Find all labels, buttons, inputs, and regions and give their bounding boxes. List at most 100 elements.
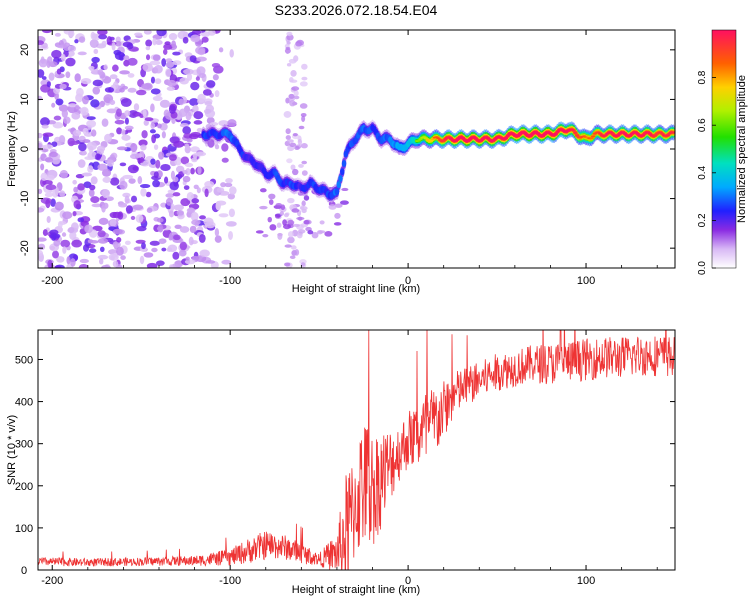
noise-blob	[104, 87, 115, 93]
ridge-segment	[448, 137, 454, 140]
snr-y-label: SNR (10 * v/v)	[6, 415, 18, 485]
noise-blob	[282, 219, 287, 226]
noise-blob	[168, 234, 173, 241]
noise-blob	[333, 222, 342, 226]
noise-blob	[70, 258, 76, 267]
noise-blob	[287, 236, 295, 244]
ridge-segment	[485, 137, 491, 140]
noise-blob	[214, 144, 220, 150]
noise-blob	[80, 78, 92, 85]
ridge-segment	[622, 132, 628, 135]
noise-blob	[38, 44, 43, 50]
noise-blob	[121, 134, 131, 141]
noise-blob	[139, 255, 145, 265]
noise-blob	[153, 144, 159, 150]
noise-blob	[190, 81, 200, 91]
spectrogram-x-label: Height of straight line (km)	[292, 283, 420, 295]
noise-blob	[112, 228, 123, 235]
noise-blob	[122, 202, 127, 207]
noise-blob	[124, 195, 130, 204]
noise-blob	[296, 216, 305, 221]
noise-blob	[284, 244, 292, 248]
noise-blob	[191, 157, 198, 163]
noise-blob	[146, 54, 151, 61]
noise-blob	[56, 256, 65, 263]
noise-blob	[53, 239, 61, 247]
noise-blob	[88, 65, 95, 70]
noise-blob	[90, 176, 98, 185]
noise-blob	[182, 126, 192, 135]
noise-blob	[299, 81, 308, 87]
noise-blob	[288, 93, 295, 99]
noise-blob	[38, 69, 45, 78]
ridge-segment	[653, 134, 658, 137]
ridge-segment	[541, 134, 546, 137]
noise-blob	[186, 207, 196, 214]
noise-blob	[144, 117, 154, 122]
noise-blob	[299, 206, 308, 211]
ridge-segment	[603, 134, 608, 137]
noise-blob	[299, 103, 308, 109]
noise-blob	[224, 182, 233, 188]
noise-blob	[169, 181, 179, 191]
colorbar-ticks: 0.0 0.2 0.4 0.6 0.8	[697, 70, 716, 275]
noise-blob	[218, 120, 229, 127]
noise-blob	[54, 201, 64, 211]
noise-blob	[46, 81, 51, 88]
colorbar: 0.0 0.2 0.4 0.6 0.8 Normalized spectral ampl…	[697, 29, 748, 275]
noise-blob	[79, 258, 89, 264]
noise-blob	[138, 139, 148, 147]
noise-blob	[185, 111, 192, 121]
noise-blob	[301, 76, 308, 81]
noise-blob	[121, 128, 126, 136]
colorbar-tick-label: 0.4	[697, 165, 708, 179]
noise-blob	[267, 216, 272, 223]
noise-blob	[227, 193, 236, 200]
noise-blob	[50, 198, 56, 207]
noise-blob	[89, 184, 96, 191]
noise-blob	[195, 46, 206, 55]
noise-blob	[93, 48, 99, 55]
noise-blob	[185, 256, 190, 261]
noise-blob	[97, 30, 108, 36]
ridge-segment	[468, 137, 473, 140]
noise-blob	[59, 190, 66, 198]
noise-blob	[69, 231, 77, 241]
noise-blob	[286, 34, 294, 41]
noise-blob	[164, 176, 169, 184]
noise-blob	[152, 95, 163, 102]
ridge-segment	[341, 160, 347, 168]
noise-blob	[134, 32, 143, 37]
noise-blob	[229, 186, 237, 195]
noise-blob	[38, 142, 43, 149]
noise-blob	[122, 192, 131, 198]
noise-blob	[61, 109, 68, 118]
ridge-segment	[336, 181, 341, 189]
x-tick-label: 0	[405, 575, 411, 587]
noise-blob	[123, 55, 130, 61]
noise-blob	[301, 170, 308, 176]
noise-blob	[172, 60, 182, 66]
spectrogram-y-label: Frequency (Hz)	[6, 111, 18, 187]
ridge-segment	[665, 134, 671, 137]
noise-blob	[71, 112, 81, 120]
colorbar-tick-label: 0.0	[697, 261, 708, 275]
ridge-segment	[610, 132, 615, 135]
noise-blob	[53, 115, 62, 121]
noise-blob	[129, 153, 140, 160]
noise-blob	[77, 51, 87, 56]
noise-blob	[86, 119, 97, 128]
noise-blob	[161, 247, 167, 252]
noise-blob	[52, 250, 59, 259]
noise-blob	[285, 46, 291, 50]
noise-blob	[127, 87, 137, 93]
noise-blob	[101, 40, 107, 47]
noise-blob	[296, 232, 303, 239]
noise-blob	[53, 87, 60, 95]
noise-blob	[145, 46, 151, 51]
snr-panel: -200 -100 0 100 0 100 200 300 400 500 Height of …	[6, 329, 676, 596]
noise-blob	[42, 179, 53, 186]
noise-blob	[188, 236, 194, 246]
ridge-segment	[491, 139, 496, 142]
